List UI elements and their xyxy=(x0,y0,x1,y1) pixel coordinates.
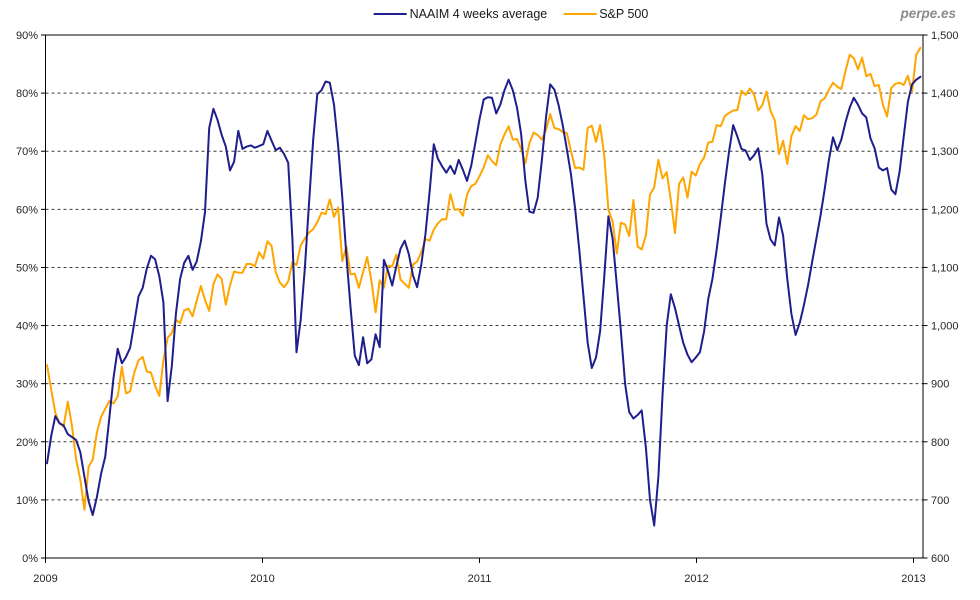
legend-label-sp500: S&P 500 xyxy=(599,7,649,21)
x-axis-year-label: 2011 xyxy=(468,573,492,585)
y-axis-left-label: 70% xyxy=(16,146,38,158)
x-axis-year-label: 2009 xyxy=(33,573,57,585)
y-axis-left-label: 20% xyxy=(16,437,38,449)
y-axis-left-label: 30% xyxy=(16,379,38,391)
y-axis-right-label: 1,100 xyxy=(931,262,959,274)
legend-label-naaim: NAAIM 4 weeks average xyxy=(409,7,548,21)
y-axis-right-label: 600 xyxy=(931,553,949,565)
y-axis-left-label: 50% xyxy=(16,262,38,274)
x-axis-year-label: 2013 xyxy=(901,573,925,585)
x-axis-year-label: 2012 xyxy=(684,573,708,585)
y-axis-left-label: 90% xyxy=(16,30,38,42)
legend-item-sp500: S&P 500 xyxy=(563,7,648,21)
y-axis-right-label: 800 xyxy=(931,437,949,449)
y-axis-left-label: 0% xyxy=(22,553,38,565)
legend-item-naaim: NAAIM 4 weeks average xyxy=(373,7,548,21)
plot-border xyxy=(45,34,924,559)
chart-legend: NAAIM 4 weeks average S&P 500 xyxy=(373,7,648,21)
sp500-line-swatch xyxy=(563,13,597,15)
watermark-perpe-es: perpe.es xyxy=(900,6,956,21)
y-axis-right-label: 1,400 xyxy=(931,88,959,100)
naaim-line-swatch xyxy=(373,13,407,15)
y-axis-right-label: 900 xyxy=(931,379,949,391)
y-axis-right-label: 1,300 xyxy=(931,146,959,158)
y-axis-right-label: 700 xyxy=(931,495,949,507)
naaim-line xyxy=(46,75,922,527)
y-axis-right-label: 1,500 xyxy=(931,30,959,42)
y-axis-left-label: 40% xyxy=(16,321,38,333)
sp500-line xyxy=(46,46,922,511)
y-axis-right-label: 1,000 xyxy=(931,321,959,333)
y-axis-left-label: 60% xyxy=(16,204,38,216)
x-axis-year-label: 2010 xyxy=(250,573,274,585)
y-axis-left-label: 10% xyxy=(16,495,38,507)
y-axis-right-label: 1,200 xyxy=(931,204,959,216)
y-axis-left-label: 80% xyxy=(16,88,38,100)
